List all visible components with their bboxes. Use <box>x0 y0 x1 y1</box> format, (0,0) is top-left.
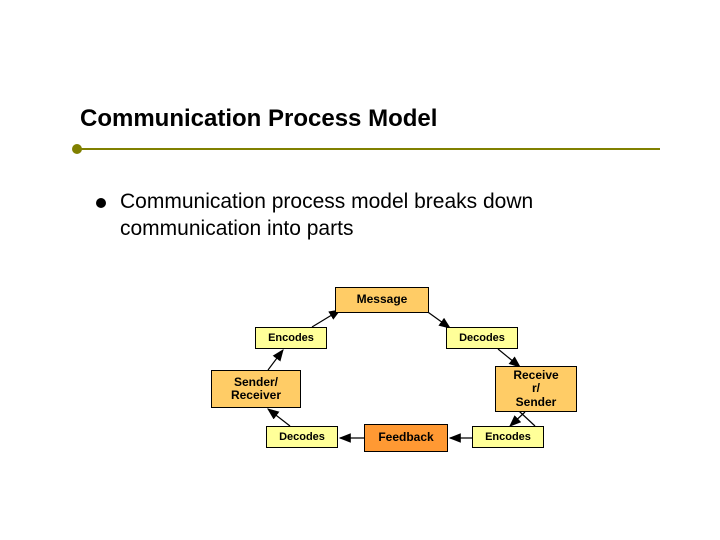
node-receiver: Receive r/ Sender <box>495 366 577 412</box>
underline-bar <box>80 148 660 150</box>
node-decodes-bottom: Decodes <box>266 426 338 448</box>
node-encodes-bottom: Encodes <box>472 426 544 448</box>
bullet-icon <box>96 198 106 208</box>
node-message: Message <box>335 287 429 313</box>
node-decodes-top: Decodes <box>446 327 518 349</box>
node-encodes-top: Encodes <box>255 327 327 349</box>
title-underline <box>0 0 720 540</box>
node-feedback: Feedback <box>364 424 448 452</box>
bullet-text: Communication process model breaks down … <box>120 188 680 243</box>
node-sender: Sender/ Receiver <box>211 370 301 408</box>
